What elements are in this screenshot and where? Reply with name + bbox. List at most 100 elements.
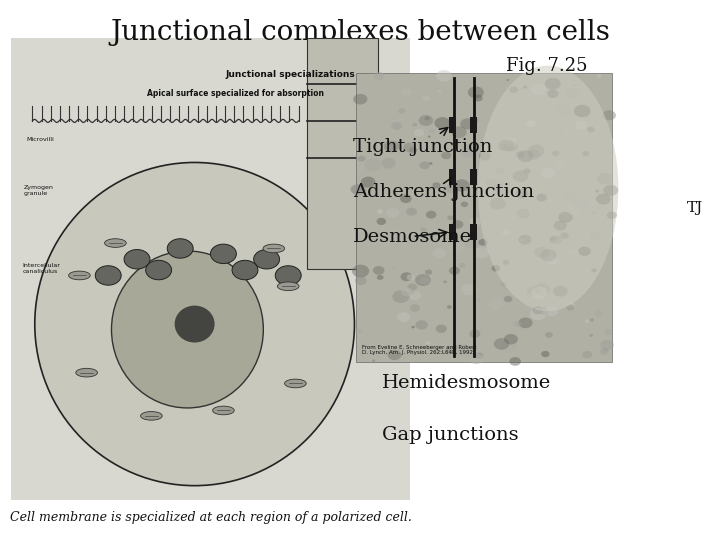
- Circle shape: [484, 244, 487, 246]
- Circle shape: [433, 248, 446, 259]
- Text: TJ: TJ: [686, 201, 703, 215]
- Circle shape: [210, 244, 236, 264]
- Ellipse shape: [35, 163, 354, 485]
- Circle shape: [493, 184, 510, 196]
- Circle shape: [408, 284, 417, 291]
- Circle shape: [475, 353, 483, 359]
- Circle shape: [559, 129, 562, 131]
- Circle shape: [411, 326, 415, 328]
- Circle shape: [469, 329, 480, 338]
- Ellipse shape: [284, 379, 306, 388]
- Circle shape: [590, 334, 593, 337]
- Circle shape: [525, 293, 536, 301]
- Circle shape: [447, 215, 454, 220]
- Circle shape: [523, 86, 527, 89]
- Circle shape: [489, 299, 503, 310]
- Circle shape: [432, 182, 441, 188]
- Circle shape: [361, 177, 376, 187]
- Circle shape: [392, 266, 396, 269]
- Circle shape: [552, 239, 560, 246]
- Circle shape: [531, 287, 548, 299]
- Circle shape: [377, 209, 383, 214]
- Circle shape: [594, 310, 603, 316]
- Circle shape: [568, 249, 577, 256]
- Circle shape: [585, 320, 589, 323]
- Circle shape: [479, 152, 491, 160]
- Circle shape: [536, 194, 547, 201]
- Circle shape: [528, 145, 544, 157]
- Circle shape: [452, 220, 464, 228]
- Circle shape: [530, 308, 546, 320]
- Circle shape: [509, 357, 521, 366]
- Ellipse shape: [76, 368, 97, 377]
- Circle shape: [500, 147, 504, 150]
- Circle shape: [425, 341, 431, 346]
- Circle shape: [501, 341, 517, 353]
- Circle shape: [401, 287, 413, 296]
- Circle shape: [232, 260, 258, 280]
- Text: Junctional specializations: Junctional specializations: [225, 70, 356, 79]
- Circle shape: [582, 151, 589, 156]
- Circle shape: [597, 74, 601, 78]
- Circle shape: [502, 230, 510, 235]
- Circle shape: [351, 184, 366, 195]
- Text: Hemidesmosome: Hemidesmosome: [382, 374, 551, 393]
- Circle shape: [478, 239, 487, 246]
- Circle shape: [604, 328, 613, 335]
- Circle shape: [403, 143, 416, 152]
- Circle shape: [444, 280, 447, 284]
- Circle shape: [552, 151, 559, 156]
- Circle shape: [124, 249, 150, 269]
- Circle shape: [596, 193, 611, 205]
- Ellipse shape: [212, 406, 234, 415]
- Circle shape: [527, 286, 539, 296]
- Circle shape: [560, 232, 569, 239]
- Circle shape: [459, 263, 466, 268]
- Circle shape: [587, 127, 595, 132]
- Circle shape: [534, 284, 550, 295]
- Circle shape: [600, 340, 614, 350]
- Circle shape: [558, 212, 573, 222]
- Circle shape: [397, 312, 410, 322]
- Circle shape: [410, 304, 420, 312]
- Bar: [449, 117, 456, 133]
- Ellipse shape: [112, 251, 264, 408]
- Bar: [11, 38, 410, 500]
- Circle shape: [377, 218, 386, 225]
- Circle shape: [441, 152, 451, 159]
- Circle shape: [454, 344, 470, 356]
- Text: Intercellular
canaliculus: Intercellular canaliculus: [22, 264, 60, 274]
- Circle shape: [423, 288, 428, 292]
- Circle shape: [546, 256, 558, 265]
- Circle shape: [537, 75, 542, 79]
- Bar: [449, 224, 456, 240]
- Text: Adherens junction: Adherens junction: [353, 178, 534, 201]
- Circle shape: [449, 242, 464, 254]
- Circle shape: [503, 260, 509, 265]
- Circle shape: [407, 274, 415, 280]
- Circle shape: [415, 320, 428, 329]
- Circle shape: [410, 292, 421, 300]
- Circle shape: [503, 162, 518, 173]
- Circle shape: [275, 266, 301, 285]
- Circle shape: [582, 351, 593, 359]
- Circle shape: [603, 348, 608, 352]
- Circle shape: [516, 266, 530, 276]
- Text: Cell membrane is specialized at each region of a polarized cell.: Cell membrane is specialized at each reg…: [9, 511, 412, 524]
- Circle shape: [591, 211, 595, 214]
- Circle shape: [540, 249, 557, 261]
- Circle shape: [534, 247, 549, 258]
- Circle shape: [388, 228, 400, 237]
- Circle shape: [539, 307, 549, 315]
- Circle shape: [414, 129, 424, 137]
- Circle shape: [453, 179, 469, 192]
- Circle shape: [490, 198, 505, 210]
- Circle shape: [607, 212, 617, 219]
- Circle shape: [572, 86, 577, 89]
- Circle shape: [446, 185, 457, 193]
- Circle shape: [477, 298, 481, 301]
- Circle shape: [545, 306, 558, 316]
- Circle shape: [397, 141, 401, 144]
- Circle shape: [474, 94, 482, 102]
- Circle shape: [423, 96, 430, 101]
